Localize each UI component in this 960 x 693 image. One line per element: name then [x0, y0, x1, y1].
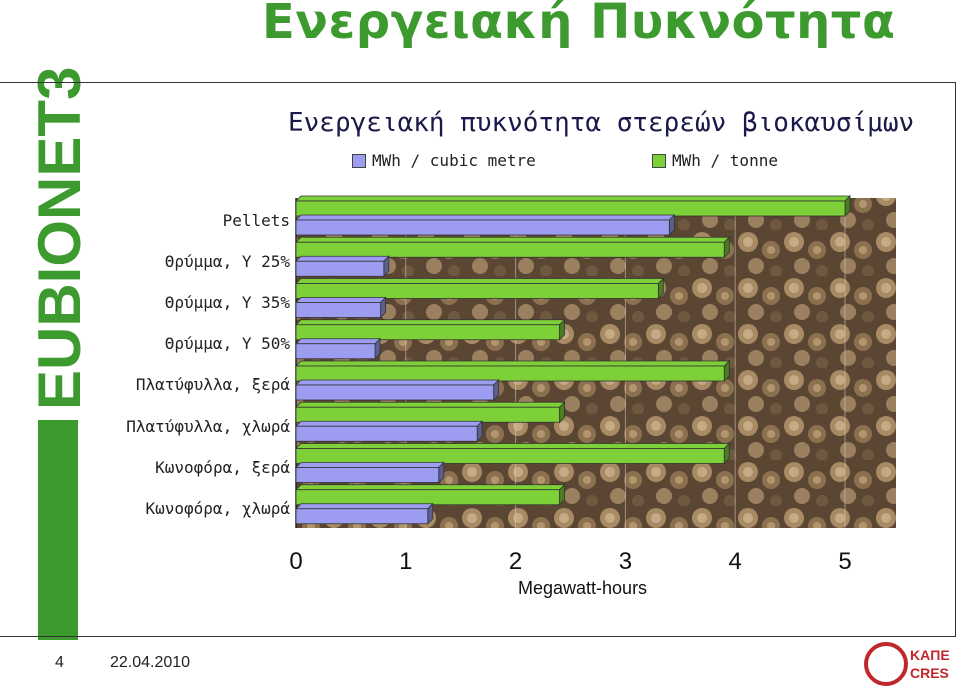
bar-top-tonne	[295, 443, 731, 449]
bar-top-cubic	[295, 214, 676, 221]
bar-cubic	[295, 384, 495, 401]
slide-title: Ενεργειακή Πυκνότητα	[262, 0, 896, 50]
category-label: Θρύμμα, Υ 35%	[164, 293, 290, 312]
bar-cubic	[295, 343, 376, 360]
x-tick-label: 0	[289, 548, 302, 575]
category-label: Pellets	[222, 211, 290, 230]
category-label: Θρύμμα, Υ 50%	[164, 334, 290, 353]
bar-top-cubic	[295, 420, 484, 427]
legend-item-cubic: MWh / cubic metre	[352, 151, 536, 170]
bar-top-cubic	[295, 338, 382, 345]
category-label: Κωνοφόρα, χλωρά	[145, 499, 291, 518]
x-tick-label: 4	[729, 548, 742, 575]
legend-item-tonne: MWh / tonne	[652, 151, 778, 170]
legend-label-cubic: MWh / cubic metre	[372, 151, 536, 170]
bar-top-cubic	[295, 379, 500, 386]
bar-cubic	[295, 302, 381, 318]
cres-logo-top: ΚΑΠΕ	[910, 647, 950, 663]
cres-logo: ΚΑΠΕ CRES	[862, 640, 958, 693]
bar-top-cubic	[295, 255, 390, 262]
bar-cubic	[295, 260, 385, 277]
category-label: Θρύμμα, Υ 25%	[164, 252, 290, 271]
logo-text: EUBIONET3	[26, 67, 93, 410]
category-label: Πλατύφυλλα, χλωρά	[126, 417, 290, 436]
x-tick-label: 1	[399, 548, 412, 575]
x-tick-label: 3	[619, 548, 632, 575]
bar-top-tonne	[295, 319, 566, 326]
bar-cubic	[295, 219, 670, 236]
bar-cubic	[295, 467, 440, 483]
bar-top-tonne	[295, 401, 566, 408]
x-axis-label: Megawatt-hours	[518, 578, 648, 598]
bar-top-cubic	[295, 297, 387, 303]
bar-top-tonne	[295, 195, 851, 202]
legend-swatch-cubic	[352, 153, 366, 168]
x-tick-label: 2	[509, 548, 522, 575]
bar-tonne	[295, 283, 659, 299]
bar-cubic	[295, 425, 478, 442]
bar-top-tonne	[295, 278, 665, 284]
bar-top-tonne	[295, 484, 566, 491]
bar-tonne	[295, 448, 725, 464]
eubionet-logo: EUBIONET3	[26, 67, 93, 640]
bar-top-tonne	[295, 236, 731, 243]
cres-logo-bottom: CRES	[910, 665, 949, 681]
bar-tonne	[295, 406, 560, 423]
logo-bar	[38, 420, 78, 640]
bar-top-cubic	[295, 462, 445, 468]
legend-label-tonne: MWh / tonne	[672, 151, 778, 170]
bar-tonne	[295, 365, 725, 382]
slide-date: 22.04.2010	[110, 654, 191, 671]
page-number: 4	[55, 654, 64, 671]
bar-tonne	[295, 489, 560, 506]
cres-emblem	[864, 642, 908, 686]
bar-top-tonne	[295, 360, 731, 367]
content-frame	[0, 82, 956, 637]
bar-tonne	[295, 200, 846, 217]
bar-tonne	[295, 241, 725, 258]
chart-title: Ενεργειακή πυκνότητα στερεών βιοκαυσίμων	[288, 108, 915, 138]
x-tick-label: 5	[838, 548, 851, 575]
legend-swatch-tonne	[652, 153, 666, 168]
category-label: Πλατύφυλλα, ξερά	[135, 375, 290, 394]
category-label: Κωνοφόρα, ξερά	[155, 458, 290, 477]
bar-top-cubic	[295, 503, 434, 510]
bar-tonne	[295, 324, 560, 341]
bar-cubic	[295, 508, 429, 525]
